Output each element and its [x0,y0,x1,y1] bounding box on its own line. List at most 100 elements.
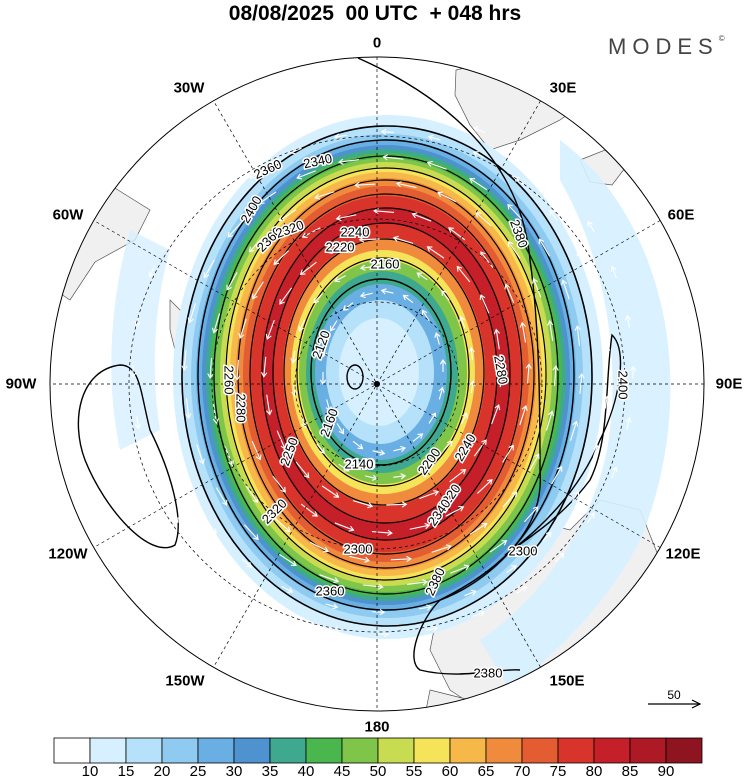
wind-vector-63 [409,522,431,530]
wind-vector-156 [427,134,441,141]
contour-ring-5 [249,193,523,555]
wind-vector-95 [211,313,221,334]
wind-vector-143 [241,558,253,568]
colorbar-cell-1 [89,737,127,764]
wind-vector-6 [352,440,364,450]
wind-vector-195 [610,466,618,479]
lon-label-120w: 120W [48,545,88,563]
wind-vector-21 [420,461,432,469]
wind-vector-192 [624,314,632,328]
wind-vector-99 [314,191,335,200]
wind-vector-34 [416,272,428,281]
wind-vector-126 [338,158,359,165]
wind-vector-30 [313,293,323,304]
outer-wind-patch-west [111,230,170,450]
colorbar-cell-7 [305,737,343,764]
wind-vector-68 [251,440,262,461]
copyright-mark: © [718,34,725,43]
wind-vector-86 [431,544,452,553]
wind-vector-40 [449,468,467,483]
wind-vector-176 [134,416,142,430]
wind-vector-109 [528,453,540,472]
wind-vector-155 [380,128,394,136]
wind-vector-90 [274,517,291,533]
contour-label: 2160 [371,256,400,271]
wind-vector-31 [334,275,346,283]
wind-vector-166 [542,531,552,542]
lon-label-180: 180 [364,718,390,736]
wind-vector-173 [201,552,211,563]
colorbar-cell-5 [233,737,271,764]
colorbar-cell-15 [593,737,631,764]
wind-vector-28 [290,350,297,364]
colorbar-tick-65: 65 [477,763,495,780]
colorbar-cells [53,737,703,764]
wind-vector-55 [426,246,445,259]
wind-vector-119 [185,397,192,419]
colorbar-cell-14 [557,737,595,764]
wind-vector-141 [325,603,339,610]
wind-vector-71 [238,318,247,339]
colorbar-cell-10 [413,737,451,764]
wind-vector-150 [186,241,195,254]
wind-vector-168 [425,625,439,632]
wind-vector-62 [445,505,465,517]
wind-vector-7 [336,423,344,435]
wind-vector-41 [419,490,440,500]
wind-vector-37 [468,346,475,360]
reference-vector-label: 50 [667,688,681,702]
wind-vector-184 [327,112,341,119]
wind-vector-2 [428,412,436,424]
wind-speed-band-22 [339,318,419,426]
wind-vector-145 [182,481,190,494]
wind-vector-138 [464,589,477,597]
colorbar-tick-45: 45 [333,763,351,780]
colorbar-tick-85: 85 [621,763,639,780]
colorbar-tick-15: 15 [117,763,135,780]
wind-vector-72 [252,281,264,300]
colorbar-cell-4 [197,737,235,764]
wind-vector-45 [295,461,310,479]
contour-ring-9 [296,257,470,487]
wind-vector-82 [525,363,532,385]
wind-vector-127 [382,154,404,161]
wind-vector-137 [523,506,539,523]
colorbar-cell-9 [377,737,415,764]
wind-vector-175 [149,465,156,479]
wind-vector-152 [248,170,260,179]
lon-label-60w: 60W [52,206,84,224]
colorbar-tick-70: 70 [513,763,531,780]
contour-label: 2140 [346,456,375,471]
reference-vector [648,699,702,709]
colorbar-tick-20: 20 [153,763,171,780]
wind-vector-189 [555,181,565,192]
wind-vector-181 [201,181,212,192]
wind-vector-191 [610,265,617,279]
colorbar-cell-13 [521,737,559,764]
wind-vector-94 [207,357,214,379]
wind-vector-48 [261,356,268,378]
contour-ring-7 [272,222,498,524]
wind-vector-56 [456,265,471,283]
wind-vector-60 [502,444,514,463]
wind-vector-112 [407,579,428,586]
wind-vector-108 [545,410,555,431]
contour-low-center [346,364,364,390]
wind-vector-190 [587,220,595,233]
contour-label: 2280 [234,394,249,423]
colorbar-cell-12 [485,737,523,764]
contour-ring-0 [181,125,593,627]
colorbar-tick-30: 30 [225,763,243,780]
wind-vector-148 [156,335,163,349]
colorbar-cell-2 [125,737,163,764]
wind-vector-61 [477,478,493,494]
colorbar-cell-16 [629,737,667,764]
wind-vector-151 [214,202,224,213]
colorbar-cell-0 [53,737,91,764]
contour-label: 2280 [491,354,511,385]
wind-vector-1 [438,386,445,400]
wind-vector-194 [625,416,632,430]
wind-vector-130 [507,203,523,220]
